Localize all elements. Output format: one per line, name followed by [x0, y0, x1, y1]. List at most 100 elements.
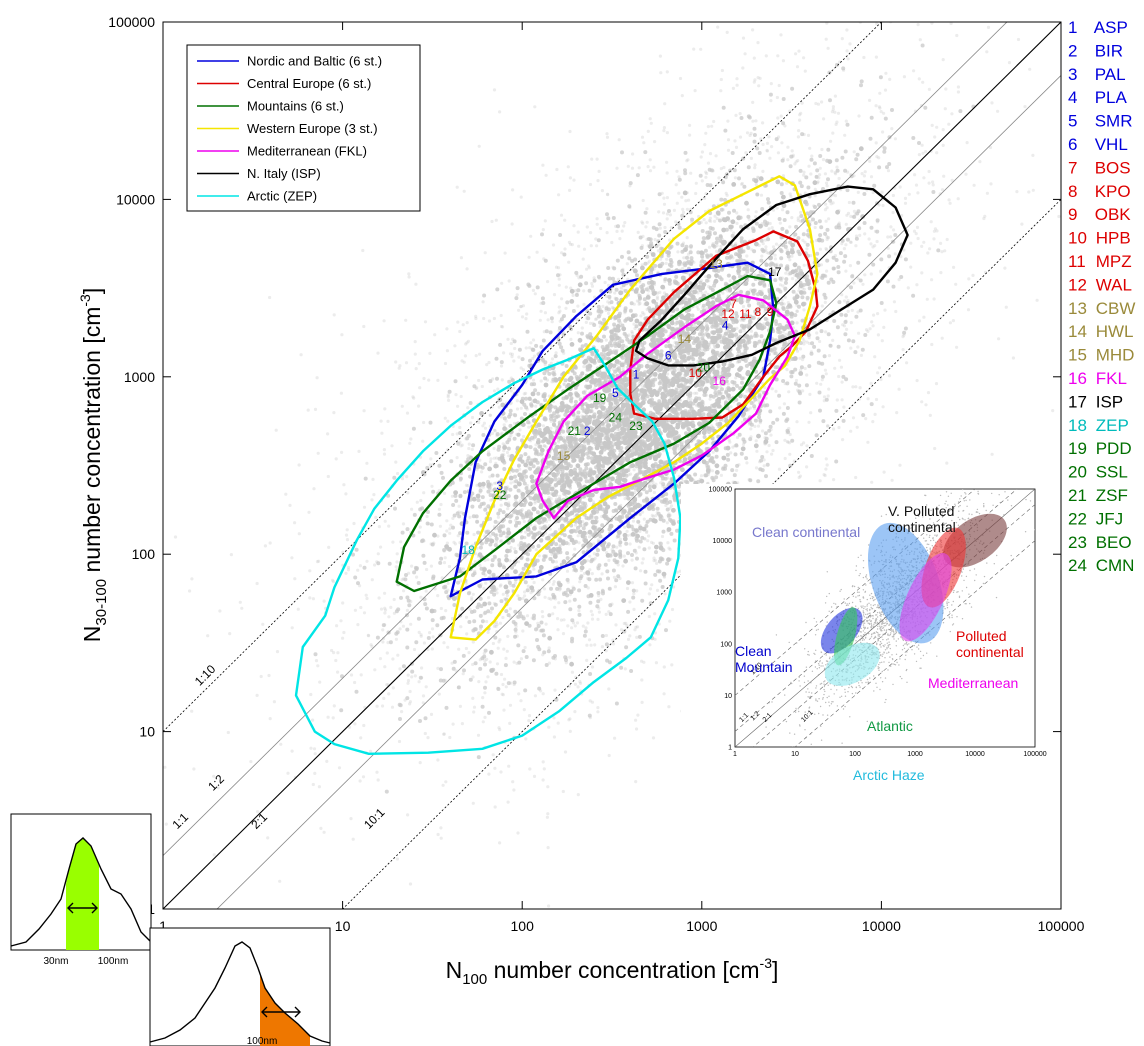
scatter-point [836, 111, 841, 115]
scatter-point [325, 759, 329, 764]
scatter-point [820, 100, 824, 104]
scatter-point [341, 601, 345, 605]
scatter-point [799, 443, 804, 447]
scatter-point [456, 685, 461, 690]
scatter-point [841, 438, 845, 442]
scatter-point [856, 190, 860, 194]
scatter-point [455, 456, 459, 460]
scatter-point [879, 110, 883, 114]
scatter-point [452, 540, 456, 544]
scatter-point [587, 266, 591, 270]
scatter-point [802, 339, 806, 343]
scatter-point [552, 716, 556, 720]
scatter-point [849, 285, 853, 290]
scatter-point [460, 359, 464, 363]
scatter-point [777, 83, 781, 88]
scatter-point [421, 439, 425, 443]
scatter-point [523, 594, 527, 598]
scatter-point [492, 316, 496, 321]
scatter-point [827, 354, 832, 358]
scatter-point [382, 319, 386, 323]
scatter-point [796, 265, 801, 270]
scatter-point [470, 596, 474, 600]
scatter-point [670, 663, 674, 667]
scatter-point [749, 329, 754, 333]
scatter-point [748, 406, 752, 410]
scatter-point [759, 458, 764, 463]
scatter-point [807, 286, 812, 291]
scatter-point [715, 217, 719, 221]
scatter-point [411, 395, 415, 399]
scatter-point [835, 165, 839, 169]
scatter-point [869, 381, 873, 385]
scatter-point [412, 570, 417, 575]
scatter-point [549, 597, 553, 601]
scatter-point [407, 272, 411, 276]
scatter-point [458, 329, 462, 334]
scatter-point [512, 436, 517, 441]
scatter-point [569, 286, 573, 290]
scatter-point [807, 164, 811, 168]
scatter-point [408, 700, 412, 704]
scatter-point [400, 477, 405, 481]
scatter-point [672, 208, 677, 212]
scatter-point [443, 361, 448, 366]
scatter-point [688, 123, 692, 127]
scatter-point [536, 544, 541, 549]
scatter-point [660, 585, 665, 589]
scatter-point [664, 261, 668, 265]
scatter-point [952, 265, 956, 269]
scatter-point [844, 269, 848, 273]
scatter-point [546, 785, 550, 789]
scatter-point [666, 372, 670, 376]
scatter-point [862, 55, 866, 60]
scatter-point [524, 737, 528, 741]
scatter-point [611, 392, 616, 397]
scatter-point [571, 293, 575, 297]
scatter-point [436, 758, 440, 762]
scatter-point [650, 540, 654, 545]
scatter-point [330, 648, 334, 653]
scatter-point [544, 445, 548, 449]
scatter-point [346, 568, 351, 572]
scatter-point [819, 382, 823, 386]
scatter-point [510, 355, 514, 359]
scatter-point [665, 217, 669, 221]
scatter-point [563, 507, 567, 511]
scatter-point [428, 463, 432, 467]
scatter-point [754, 119, 758, 123]
scatter-point [537, 554, 541, 558]
scatter-point [513, 346, 517, 351]
scatter-point [290, 556, 294, 560]
scatter-point [554, 560, 559, 564]
scatter-point [497, 640, 501, 644]
scatter-point [572, 553, 577, 558]
scatter-point [982, 216, 986, 221]
scatter-point [803, 191, 807, 195]
scatter-point [478, 584, 483, 589]
scatter-point [361, 248, 365, 253]
scatter-point [592, 278, 597, 283]
scatter-point [573, 682, 578, 686]
scatter-point [542, 444, 546, 448]
scatter-point [590, 157, 594, 161]
scatter-point [926, 251, 930, 255]
scatter-point [461, 672, 465, 676]
scatter-point [916, 23, 920, 27]
scatter-point [616, 428, 620, 432]
scatter-point [1035, 298, 1039, 302]
scatter-point [844, 222, 848, 226]
scatter-point [268, 295, 272, 300]
scatter-point [871, 245, 875, 249]
scatter-point [630, 330, 634, 334]
scatter-point [812, 161, 817, 166]
scatter-point [822, 473, 826, 477]
scatter-point [426, 736, 430, 740]
scatter-point [630, 331, 634, 335]
scatter-point [820, 304, 824, 308]
scatter-point [488, 534, 492, 538]
scatter-point [922, 240, 926, 244]
scatter-point [442, 732, 446, 736]
scatter-point [586, 621, 590, 625]
scatter-point [761, 429, 765, 433]
